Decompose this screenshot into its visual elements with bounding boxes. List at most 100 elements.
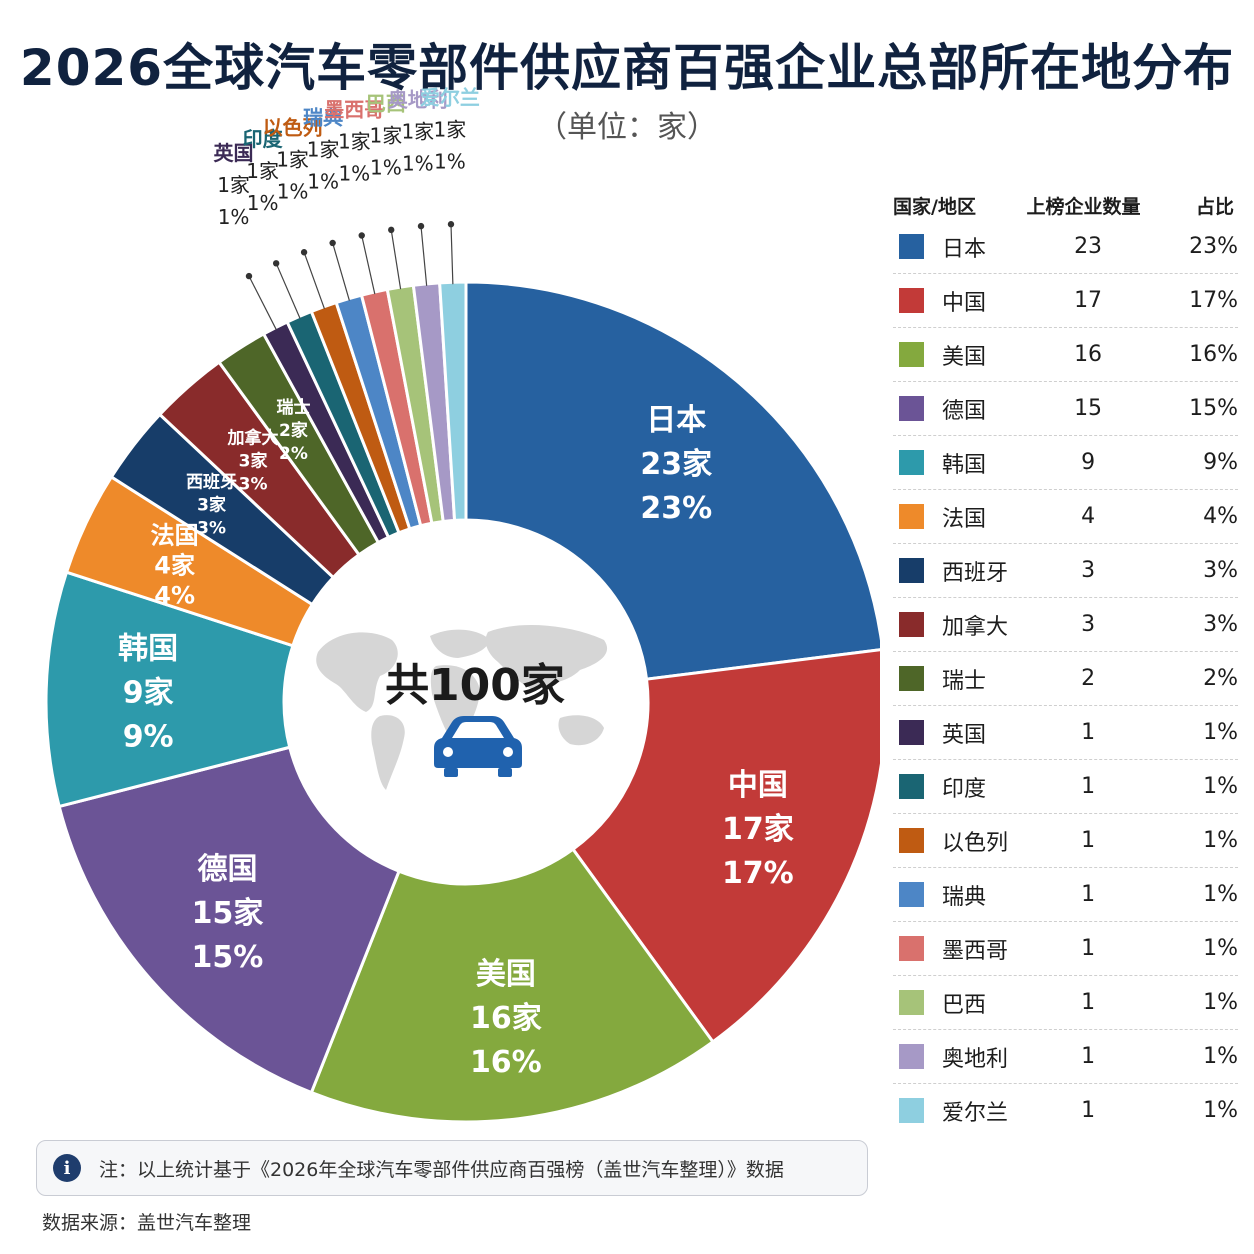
callout-label: 爱尔兰 1家 1%: [420, 85, 480, 173]
callout-dot: [388, 226, 395, 234]
chart-title: 2026全球汽车零部件供应商百强企业总部所在地分布: [19, 39, 1235, 97]
legend-share: 17%: [1189, 288, 1238, 313]
legend-share: 1%: [1203, 882, 1238, 907]
legend-share: 1%: [1203, 990, 1238, 1015]
legend-count: 1: [1081, 720, 1096, 745]
callout-line: [361, 235, 376, 295]
callout-label: 奥地利 1家 1%: [388, 87, 448, 175]
legend-count: 16: [1074, 342, 1103, 367]
legend-count: 23: [1074, 234, 1103, 259]
legend-count: 4: [1081, 504, 1096, 529]
legend-region: 德国: [942, 398, 987, 424]
donut-chart: 日本 23家 23% 中国 17家 17% 美国 16家 16% 德国 15家 15% 韩国 9家 9% 法国…: [44, 85, 880, 1124]
car-icon: [434, 716, 522, 777]
legend-swatch: [899, 504, 924, 529]
legend-count: 17: [1074, 288, 1103, 313]
legend-swatch: [899, 990, 924, 1015]
callout-dot: [300, 249, 308, 256]
legend-region: 美国: [942, 344, 987, 370]
legend-region: 韩国: [942, 452, 987, 478]
center-total-label: 共100家: [385, 660, 565, 711]
legend-row: 以色列 1 1%: [893, 814, 1238, 868]
legend-row: 西班牙 3 3%: [893, 544, 1238, 598]
legend-swatch: [899, 288, 924, 313]
callout-dot: [329, 239, 336, 247]
legend-header-region: 国家/地区: [893, 195, 976, 218]
legend-count: 1: [1081, 936, 1096, 961]
legend-share: 1%: [1203, 1044, 1238, 1069]
legend-share: 23%: [1189, 234, 1238, 259]
footnote-box: i 注：以上统计基于《2026年全球汽车零部件供应商百强榜（盖世汽车整理）》数据: [36, 1140, 868, 1196]
legend-swatch: [899, 234, 924, 259]
legend-table: 国家/地区 上榜企业数量 占比 日本 23 23% 中国 17 17% 美国 16 16% 德国 1…: [893, 190, 1238, 1137]
pie-slice: [570, 648, 880, 1044]
legend-region: 瑞典: [942, 884, 987, 910]
callout-dot: [272, 260, 280, 267]
legend-count: 1: [1081, 990, 1096, 1015]
legend-share: 1%: [1203, 936, 1238, 961]
legend-share: 4%: [1203, 504, 1238, 529]
legend-swatch: [899, 936, 924, 961]
legend-region: 西班牙: [942, 560, 1009, 586]
callout-dot: [245, 272, 253, 280]
slice-label: 韩国 9家 9%: [118, 632, 178, 755]
legend-share: 2%: [1203, 666, 1238, 691]
legend-region: 奥地利: [942, 1046, 1009, 1072]
callout-label: 英国 1家 1%: [214, 141, 254, 229]
callout-line: [390, 229, 402, 290]
legend-swatch: [899, 1044, 924, 1069]
legend-swatch: [899, 666, 924, 691]
legend-region: 日本: [942, 236, 987, 262]
info-icon: i: [53, 1154, 81, 1182]
callout-line: [275, 263, 301, 319]
slice-label: 瑞士 2家 2%: [276, 397, 310, 464]
legend-share: 1%: [1203, 1098, 1238, 1123]
legend-count: 1: [1081, 882, 1096, 907]
callout-line: [303, 252, 325, 309]
legend-row: 印度 1 1%: [893, 760, 1238, 814]
slice-label: 法国 4家 4%: [151, 521, 199, 609]
callout-label: 巴西 1家 1%: [366, 91, 406, 179]
chart-subtitle: （单位：家）: [537, 110, 717, 145]
legend-count: 3: [1081, 558, 1096, 583]
legend-region: 加拿大: [942, 614, 1009, 640]
footnote-text: 注：以上统计基于《2026年全球汽车零部件供应商百强榜（盖世汽车整理）》数据: [99, 1158, 784, 1181]
callout-line: [248, 275, 277, 330]
legend-count: 9: [1081, 450, 1096, 475]
legend-share: 16%: [1189, 342, 1238, 367]
pie-slice: [464, 280, 880, 681]
legend-swatch: [899, 828, 924, 853]
legend-header: 国家/地区 上榜企业数量 占比: [893, 190, 1238, 220]
legend-swatch: [899, 774, 924, 799]
legend-share: 1%: [1203, 720, 1238, 745]
legend-region: 以色列: [942, 830, 1009, 856]
callout-dot: [417, 222, 425, 230]
legend-share: 1%: [1203, 828, 1238, 853]
slice-label: 中国 17家 17%: [722, 768, 794, 891]
slice-label: 加拿大 3家 3%: [227, 427, 279, 494]
legend-region: 瑞士: [942, 668, 987, 694]
legend-row: 瑞士 2 2%: [893, 652, 1238, 706]
callout-line: [420, 226, 428, 286]
pie-slice: [309, 847, 715, 1124]
slice-label: 德国 15家 15%: [192, 852, 264, 975]
data-source: 数据来源：盖世汽车整理: [42, 1212, 252, 1234]
callout-line: [450, 224, 454, 285]
callout-dot: [447, 221, 455, 228]
callout-label: 墨西哥 1家 1%: [324, 97, 384, 185]
chart-center: 共100家: [316, 625, 608, 790]
legend-swatch: [899, 1098, 924, 1123]
legend-row: 美国 16 16%: [893, 328, 1238, 382]
legend-row: 中国 17 17%: [893, 274, 1238, 328]
legend-count: 1: [1081, 828, 1096, 853]
legend-swatch: [899, 612, 924, 637]
legend-count: 1: [1081, 774, 1096, 799]
legend-swatch: [899, 720, 924, 745]
legend-region: 法国: [942, 506, 987, 532]
callout-label: 以色列 1家 1%: [263, 115, 323, 203]
legend-row: 巴西 1 1%: [893, 976, 1238, 1030]
legend-count: 1: [1081, 1098, 1096, 1123]
legend-count: 15: [1074, 396, 1103, 421]
legend-row: 爱尔兰 1 1%: [893, 1084, 1238, 1137]
legend-row: 德国 15 15%: [893, 382, 1238, 436]
